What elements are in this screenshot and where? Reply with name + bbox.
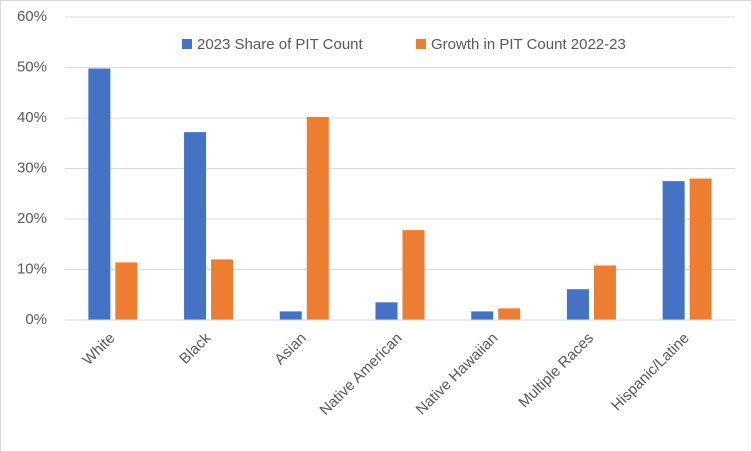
legend-label: Growth in PIT Count 2022-23: [431, 36, 626, 53]
y-tick-label: 60%: [17, 8, 47, 25]
bar: [115, 262, 138, 320]
bar: [211, 259, 234, 320]
y-tick-label: 20%: [17, 210, 47, 227]
bar: [306, 116, 329, 321]
y-tick-label: 10%: [17, 260, 47, 277]
y-tick-label: 0%: [25, 311, 47, 328]
y-tick-label: 30%: [17, 159, 47, 176]
bar: [184, 132, 207, 320]
bar: [375, 302, 398, 320]
bar: [88, 68, 111, 320]
bar: [662, 181, 685, 320]
y-tick-label: 50%: [17, 58, 47, 75]
legend-label: 2023 Share of PIT Count: [197, 36, 363, 53]
legend-swatch: [416, 39, 426, 49]
bar: [471, 311, 494, 320]
bar: [279, 311, 302, 320]
bar: [689, 178, 712, 320]
bar: [402, 230, 425, 320]
bar: [498, 308, 521, 320]
legend-swatch: [182, 39, 192, 49]
bar: [593, 265, 616, 320]
y-tick-label: 40%: [17, 109, 47, 126]
bar: [566, 289, 589, 320]
